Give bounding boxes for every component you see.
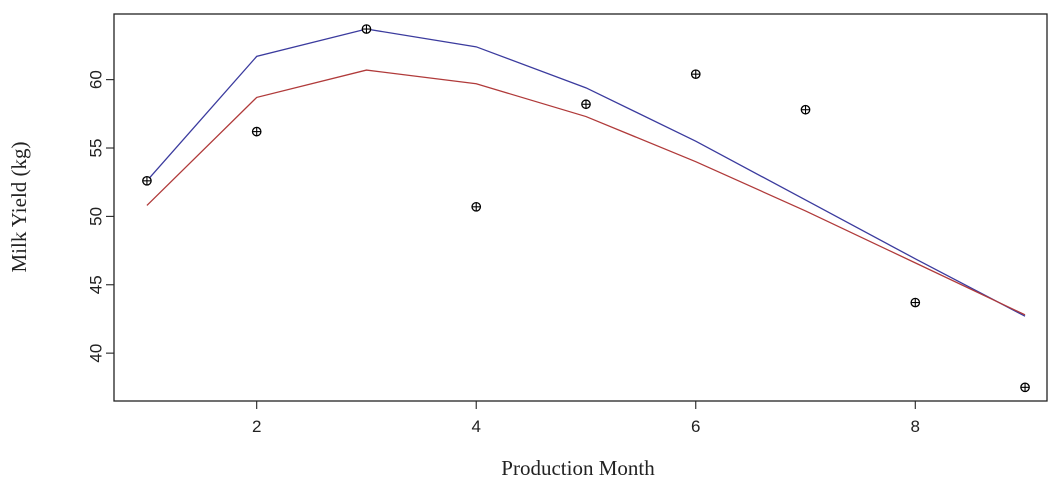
x-axis-title: Production Month (501, 456, 655, 480)
observed-point (142, 175, 152, 186)
y-tick-label: 55 (87, 139, 106, 158)
observed-point (361, 24, 372, 34)
observed-point (690, 69, 701, 80)
plot-frame (113, 13, 1048, 402)
observed-point (800, 104, 811, 115)
observed-points (142, 24, 1030, 393)
y-tick-label: 40 (87, 344, 106, 363)
series-lines (146, 28, 1026, 317)
observed-point (471, 201, 482, 212)
x-tick-label: 8 (911, 417, 920, 436)
observed-point (251, 126, 262, 137)
tick-labels: 2 4 6 8 40 45 50 55 60 (87, 70, 921, 436)
x-tick-label: 6 (691, 417, 700, 436)
x-tick-label: 2 (252, 417, 261, 436)
tick-marks (106, 79, 916, 409)
y-tick-label: 50 (87, 207, 106, 226)
y-tick-label: 45 (87, 275, 106, 294)
observed-point (581, 99, 591, 110)
series-line-1 (146, 28, 1026, 317)
series-line-2 (146, 69, 1026, 316)
y-axis-title: Milk Yield (kg) (7, 141, 31, 272)
observed-point (910, 297, 921, 308)
observed-point (1020, 382, 1030, 393)
y-tick-label: 60 (87, 70, 106, 89)
x-tick-label: 4 (471, 417, 480, 436)
